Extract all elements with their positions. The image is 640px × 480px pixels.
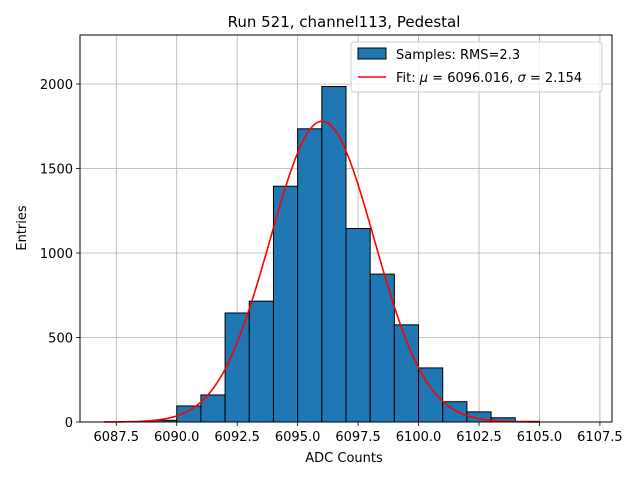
y-tick-label: 1500 (40, 163, 73, 178)
y-axis-ticks: 0 500 1000 1500 2000 (40, 78, 80, 431)
y-axis-label: Entries (15, 205, 30, 251)
x-tick-label: 6107.5 (577, 430, 623, 445)
histogram-bar (321, 86, 347, 423)
x-tick-label: 6095.0 (275, 430, 321, 445)
histogram-bar (369, 273, 395, 423)
x-axis-ticks: 6087.5 6090.0 6092.5 6095.0 6097.5 6100.0 6102… (94, 422, 623, 445)
histogram-bar (418, 367, 444, 423)
y-tick-label: 1000 (40, 247, 73, 262)
legend-fit-mu-symbol: μ (419, 71, 428, 86)
legend-fit-label: Fit: μ = 6096.016, σ = 2.154 (396, 71, 582, 86)
x-tick-label: 6090.0 (154, 430, 200, 445)
x-axis-label: ADC Counts (305, 451, 383, 466)
y-tick-label: 0 (65, 416, 73, 431)
x-tick-label: 6100.0 (396, 430, 442, 445)
histogram-bars (127, 86, 540, 423)
legend-histogram-swatch (357, 47, 387, 60)
chart-title: Run 521, channel113, Pedestal (228, 13, 461, 31)
legend-fit-prefix: Fit: (396, 71, 420, 86)
histogram-bar (272, 185, 299, 423)
fit-curve-group (104, 120, 540, 423)
legend: Samples: RMS=2.3 Fit: μ = 6096.016, σ = … (350, 41, 603, 93)
histogram-bar (345, 228, 371, 423)
x-tick-label: 6092.5 (214, 430, 260, 445)
x-tick-label: 6087.5 (94, 430, 140, 445)
fit-curve (104, 120, 540, 423)
legend-fit-mu-value: = 6096.016, (428, 71, 517, 86)
histogram-bar (297, 128, 323, 423)
legend-fit-sigma-symbol: σ (518, 71, 527, 86)
histogram-bar (200, 394, 226, 423)
histogram-bar (224, 312, 250, 423)
legend-histogram-label: Samples: RMS=2.3 (396, 48, 520, 63)
legend-box (350, 41, 603, 93)
histogram-bar (248, 300, 274, 423)
legend-fit-sigma-value: = 2.154 (526, 71, 582, 86)
x-tick-label: 6105.0 (517, 430, 563, 445)
x-tick-label: 6097.5 (335, 430, 381, 445)
plot-frame (79, 34, 613, 423)
y-tick-label: 2000 (40, 78, 73, 93)
y-tick-label: 500 (48, 332, 73, 347)
x-tick-label: 6102.5 (456, 430, 502, 445)
